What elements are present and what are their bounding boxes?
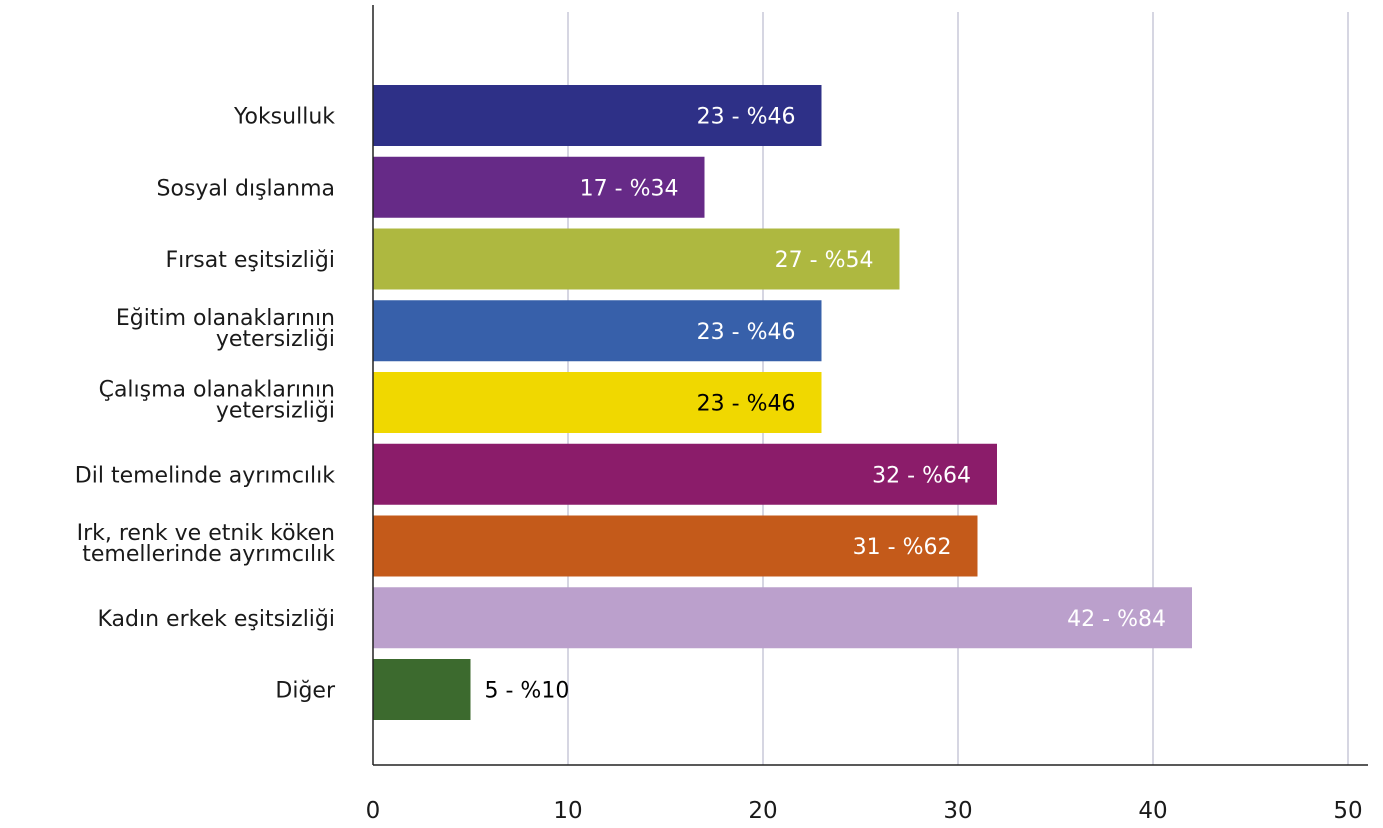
category-label: Sosyal dışlanma	[157, 176, 335, 201]
category-label: Fırsat eşitsizliği	[165, 248, 335, 273]
bar	[373, 443, 997, 505]
data-label: 32 - %64	[872, 463, 971, 488]
bar	[373, 85, 822, 146]
bar	[373, 372, 822, 433]
category-label-line: Fırsat eşitsizliği	[165, 248, 335, 273]
category-label-line: Sosyal dışlanma	[157, 176, 335, 201]
bar	[373, 156, 705, 218]
category-label-line: yetersizliği	[216, 327, 335, 352]
category-label: Diğer	[275, 679, 336, 704]
data-label: 23 - %46	[697, 105, 796, 130]
category-label-line: Dil temelinde ayrımcılık	[75, 463, 335, 488]
data-label: 23 - %46	[697, 392, 796, 417]
category-label-line: Çalışma olanaklarının	[99, 378, 335, 403]
bar	[373, 300, 822, 362]
x-tick-label: 40	[1138, 798, 1167, 824]
bar	[373, 228, 900, 290]
category-label: Eğitim olanaklarının yetersizliği	[116, 306, 335, 352]
category-label-line: Eğitim olanaklarının	[116, 306, 335, 331]
data-label: 17 - %34	[580, 176, 679, 201]
category-label-line: Diğer	[275, 679, 336, 704]
category-label-line: Yoksulluk	[233, 105, 335, 130]
x-tick-label: 30	[943, 798, 972, 824]
category-label: Çalışma olanaklarının yetersizliği	[99, 378, 335, 424]
data-label: 27 - %54	[775, 248, 874, 273]
category-label-line: Kadın erkek eşitsizliği	[98, 607, 336, 632]
bar	[373, 587, 1192, 649]
x-tick-label: 10	[553, 798, 582, 824]
category-label: Kadın erkek eşitsizliği	[98, 607, 336, 632]
data-label: 5 - %10	[485, 679, 570, 704]
category-label: Irk, renk ve etnik köken temellerinde ayr…	[77, 521, 336, 567]
x-tick-label: 50	[1333, 798, 1362, 824]
data-label: 31 - %62	[853, 535, 952, 560]
category-label-line: yetersizliği	[216, 399, 335, 424]
category-label: Yoksulluk	[233, 105, 335, 130]
category-label-line: Irk, renk ve etnik köken	[77, 521, 335, 546]
category-label: Dil temelinde ayrımcılık	[75, 463, 335, 488]
bar	[373, 659, 471, 720]
category-label-line: temellerinde ayrımcılık	[82, 542, 335, 567]
x-tick-label: 0	[366, 798, 381, 824]
bar	[373, 515, 978, 577]
data-label: 42 - %84	[1067, 607, 1166, 632]
data-label: 23 - %46	[697, 320, 796, 345]
x-tick-label: 20	[748, 798, 777, 824]
